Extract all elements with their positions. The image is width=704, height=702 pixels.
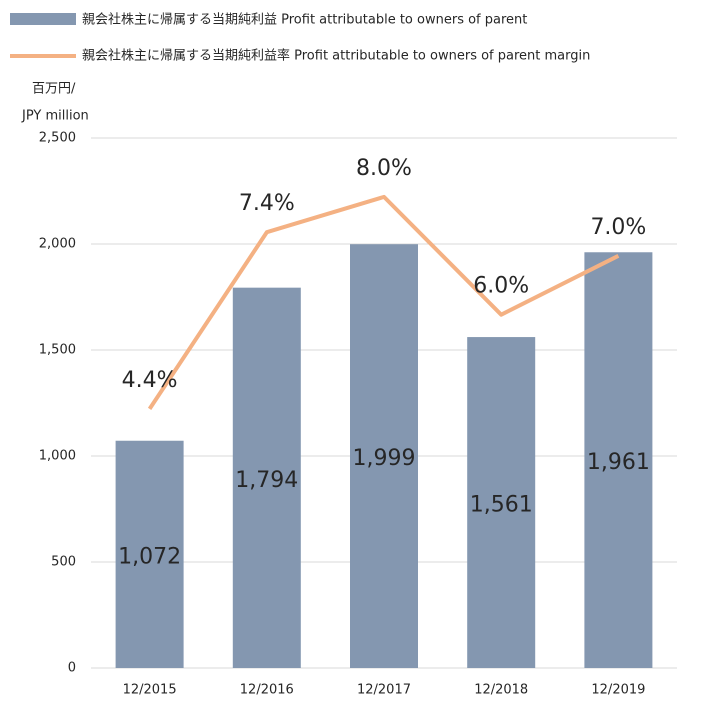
axis-label: JPY million: [21, 109, 89, 124]
x-tick-label: 12/2017: [357, 683, 411, 698]
y-tick-label: 0: [68, 661, 76, 676]
legend-label: 親会社株主に帰属する当期純利益率 Profit attributable to …: [82, 48, 590, 64]
data-label: 1,961: [587, 450, 650, 475]
data-label: 7.4%: [239, 191, 295, 216]
bar: [232, 287, 301, 668]
y-tick-label: 1,500: [39, 343, 76, 358]
data-label: 4.4%: [122, 368, 178, 393]
data-label: 1,794: [235, 468, 298, 493]
bar: [467, 337, 536, 668]
legend-label: 親会社株主に帰属する当期純利益 Profit attributable to o…: [82, 12, 527, 28]
x-tick-label: 12/2015: [123, 683, 177, 698]
bar: [584, 252, 653, 668]
data-label: 1,999: [353, 446, 416, 471]
x-tick-label: 12/2016: [240, 683, 294, 698]
line: [147, 194, 620, 410]
data-label: 6.0%: [473, 274, 529, 299]
y-tick-label: 2,500: [39, 131, 76, 146]
data-label: 8.0%: [356, 156, 412, 181]
data-label: 1,561: [470, 493, 533, 518]
legend-swatch: [10, 13, 76, 25]
data-label: 7.0%: [590, 215, 646, 240]
axis-label: 百万円/: [32, 82, 76, 97]
data-label: 1,072: [118, 544, 181, 569]
bar: [350, 244, 418, 668]
x-tick-label: 12/2019: [591, 683, 645, 698]
y-tick-label: 500: [51, 555, 76, 570]
x-tick-label: 12/2018: [474, 683, 528, 698]
y-tick-label: 2,000: [39, 237, 76, 252]
y-tick-label: 1,000: [39, 449, 76, 464]
bar: [115, 440, 184, 668]
